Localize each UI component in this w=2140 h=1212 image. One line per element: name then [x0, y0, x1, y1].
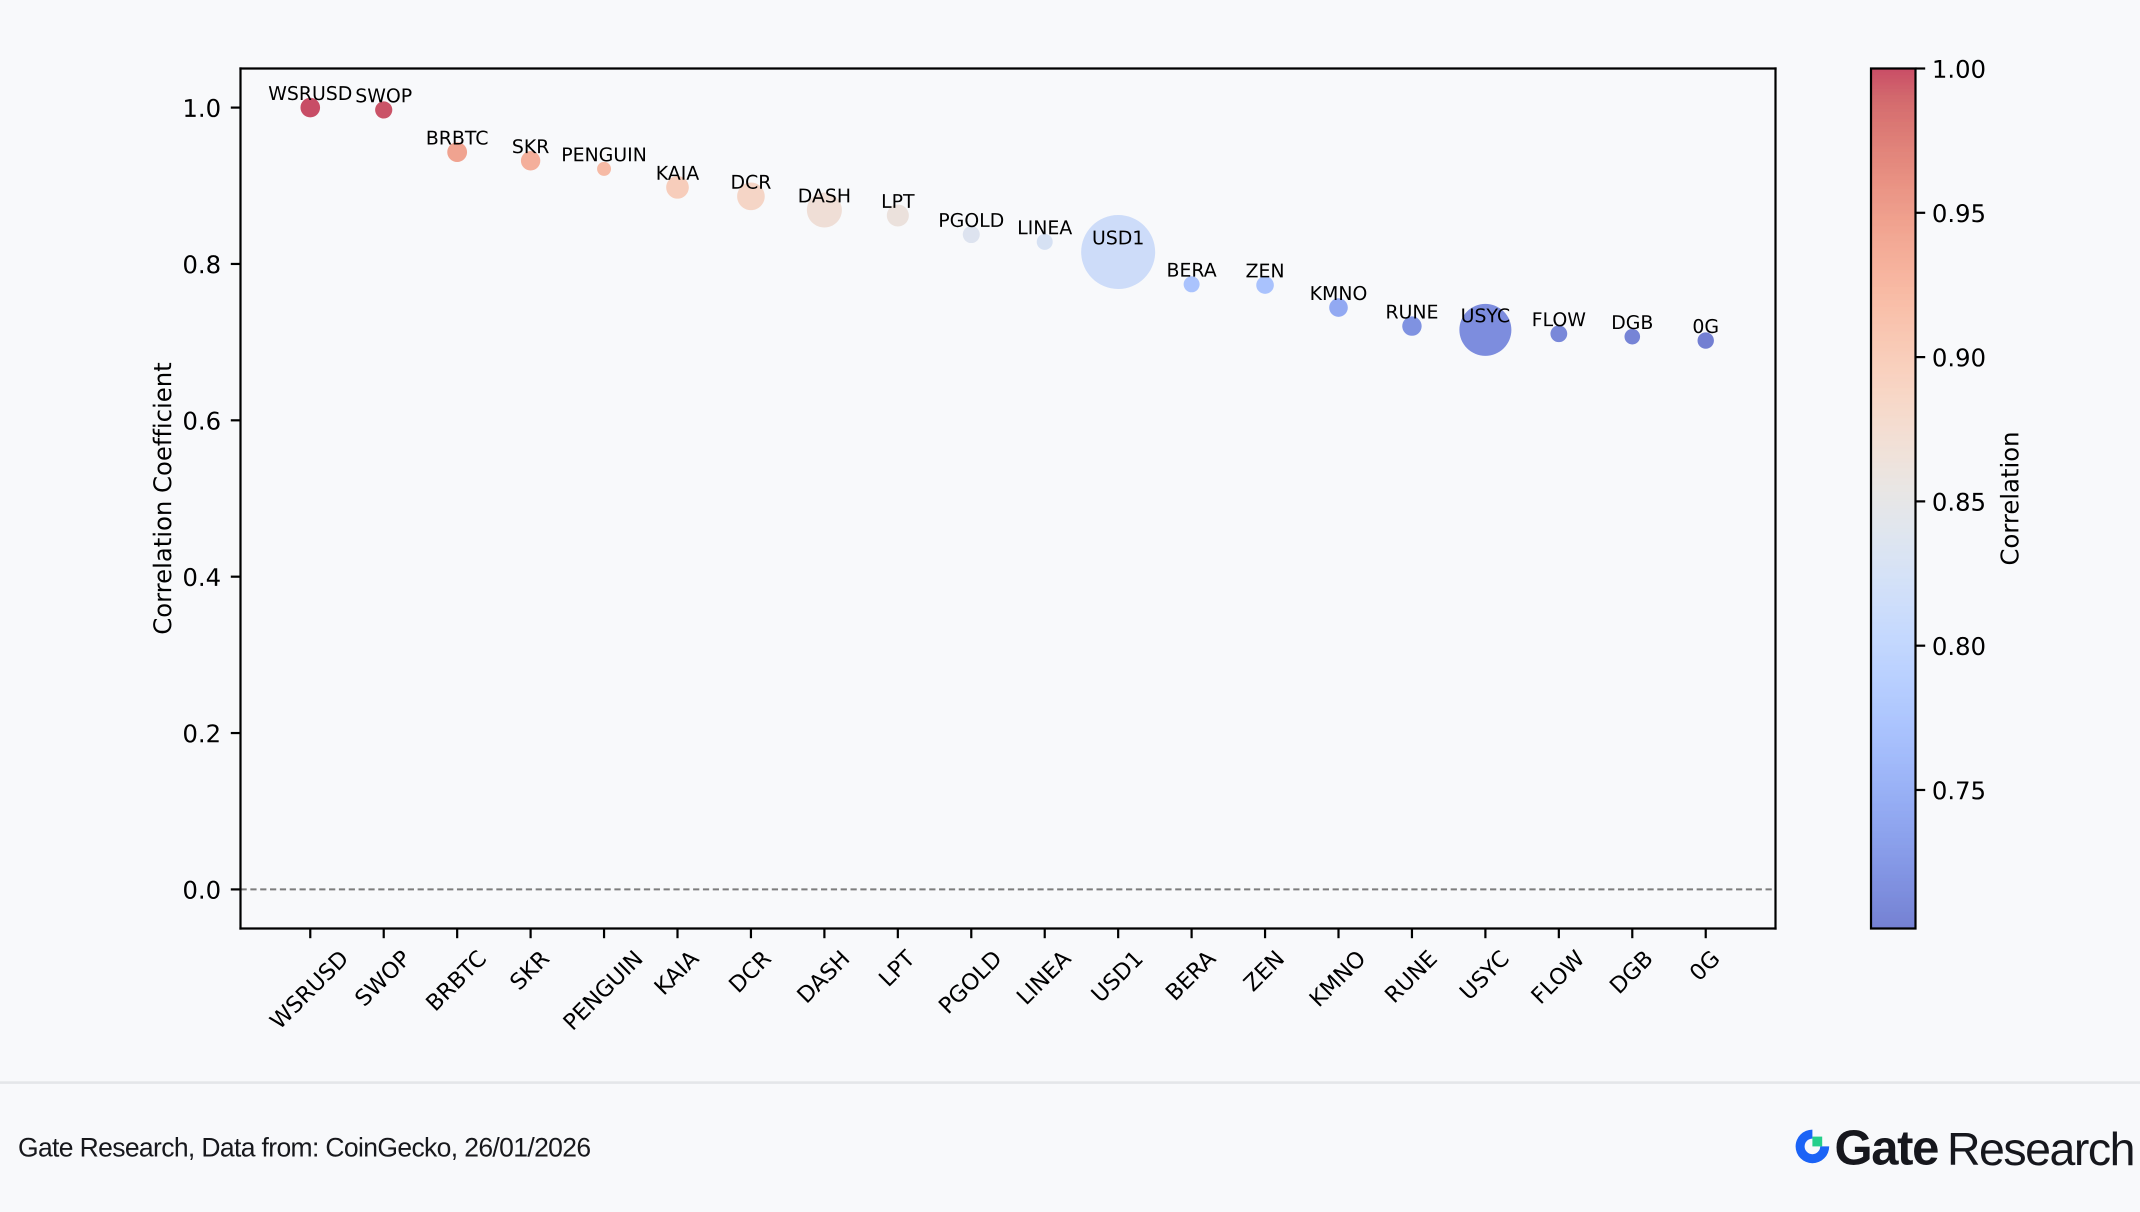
svg-text:Research: Research [1947, 1123, 2134, 1175]
svg-text:Gate: Gate [1835, 1122, 1939, 1176]
svg-text:Gate Research, Data from: Coin: Gate Research, Data from: CoinGecko, 26/… [18, 1132, 591, 1162]
